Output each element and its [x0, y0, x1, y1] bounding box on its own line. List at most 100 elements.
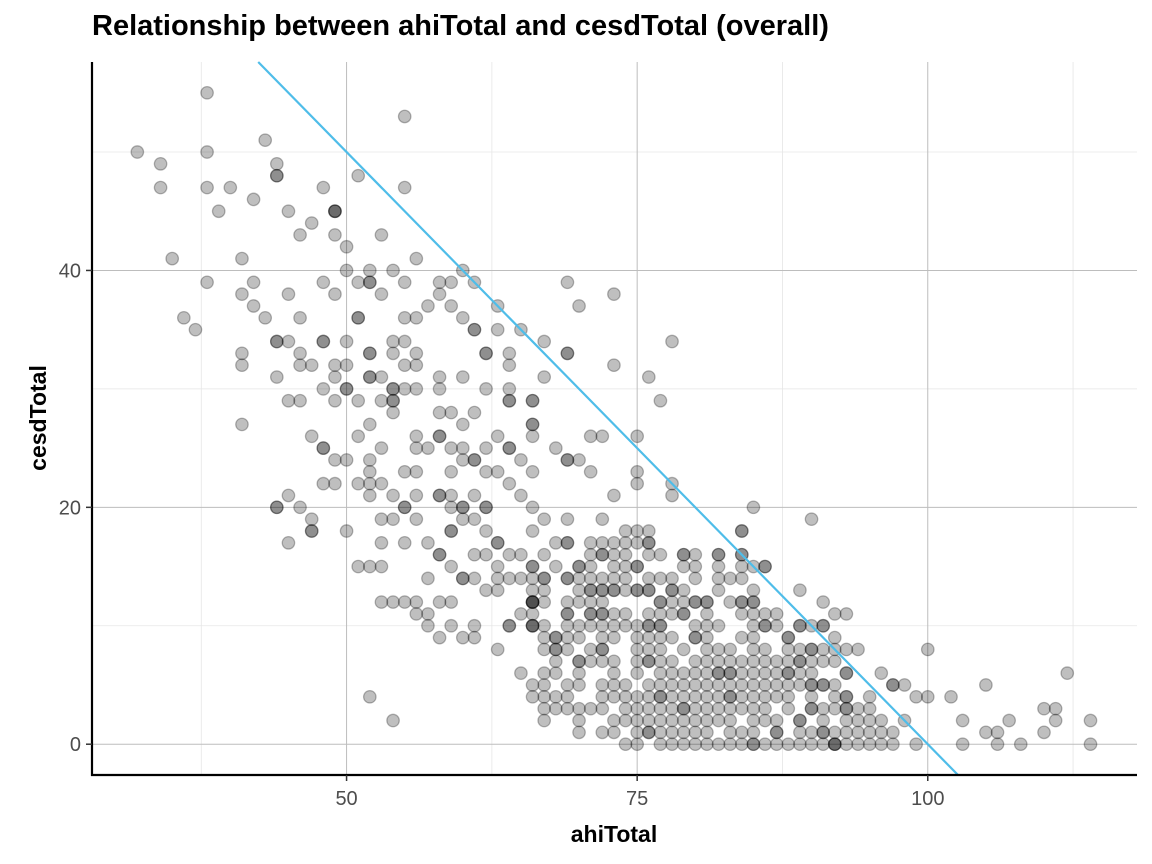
data-point	[816, 618, 831, 633]
data-point	[734, 701, 749, 716]
data-point	[793, 678, 807, 692]
data-point	[467, 618, 482, 633]
data-point	[839, 666, 854, 680]
data-point	[827, 725, 842, 740]
data-point	[200, 145, 214, 159]
data-point	[560, 346, 575, 361]
data-point	[339, 358, 354, 373]
data-point	[397, 595, 412, 609]
data-point	[432, 287, 447, 301]
data-point	[572, 654, 586, 669]
data-point	[548, 536, 563, 550]
data-point	[734, 678, 749, 692]
data-point	[560, 453, 575, 467]
data-point	[537, 512, 552, 527]
data-point	[723, 571, 738, 586]
data-point	[676, 547, 691, 562]
data-point	[374, 476, 389, 491]
data-point	[595, 512, 610, 527]
data-point	[793, 713, 807, 728]
data-point	[839, 737, 854, 752]
data-point	[618, 536, 633, 550]
data-point	[746, 642, 761, 657]
data-point	[467, 453, 482, 467]
data-point	[188, 322, 203, 337]
data-point	[362, 559, 377, 574]
data-point	[804, 642, 819, 657]
data-point	[560, 607, 575, 621]
data-point	[700, 642, 714, 657]
data-point	[583, 464, 598, 479]
data-point	[467, 512, 482, 527]
data-point	[432, 488, 447, 503]
data-point	[514, 607, 528, 621]
data-point	[990, 725, 1005, 740]
data-point	[386, 405, 400, 420]
data-point	[514, 488, 528, 503]
data-point	[711, 666, 726, 680]
data-point	[734, 607, 749, 621]
data-point	[432, 429, 447, 444]
data-point	[479, 500, 493, 515]
data-point	[607, 654, 621, 669]
data-point	[827, 737, 842, 752]
data-point	[851, 725, 865, 740]
data-point	[525, 417, 540, 432]
data-point	[665, 595, 679, 609]
data-point	[711, 642, 726, 657]
data-point	[676, 701, 691, 716]
data-point	[630, 524, 645, 538]
data-point	[514, 547, 528, 562]
data-point	[676, 583, 691, 598]
data-point	[746, 666, 761, 680]
data-point	[676, 678, 691, 692]
data-point	[746, 654, 761, 669]
data-point	[328, 453, 342, 467]
data-point	[665, 630, 679, 645]
data-point	[525, 559, 540, 574]
data-point	[537, 642, 552, 657]
data-point	[688, 630, 703, 645]
data-point	[607, 666, 621, 680]
data-point	[397, 275, 412, 290]
data-point	[490, 464, 505, 479]
data-point	[909, 737, 923, 752]
data-point	[607, 488, 621, 503]
data-point	[339, 524, 354, 538]
data-point	[525, 618, 540, 633]
data-point	[351, 476, 366, 491]
data-point	[688, 595, 703, 609]
data-point	[769, 725, 784, 740]
data-point	[676, 547, 691, 562]
data-point	[409, 441, 424, 455]
data-point	[816, 725, 831, 740]
data-point	[595, 536, 610, 550]
data-point	[269, 334, 284, 349]
data-point	[607, 571, 621, 586]
data-point	[723, 725, 738, 740]
data-point	[444, 464, 459, 479]
data-point	[362, 476, 377, 491]
data-point	[281, 334, 296, 349]
data-point	[386, 382, 400, 396]
data-point	[746, 583, 761, 598]
data-point	[444, 524, 459, 538]
data-point	[269, 500, 284, 515]
data-point	[1037, 701, 1051, 716]
data-point	[362, 417, 377, 432]
data-point	[804, 678, 819, 692]
data-point	[537, 701, 552, 716]
data-point	[409, 488, 424, 503]
data-point	[200, 180, 214, 195]
data-point	[467, 405, 482, 420]
data-point	[758, 618, 772, 633]
data-point	[525, 524, 540, 538]
data-point	[537, 370, 552, 384]
data-point	[700, 595, 714, 609]
data-point	[537, 678, 552, 692]
data-point	[595, 618, 610, 633]
data-point	[328, 228, 342, 242]
data-point	[351, 393, 366, 408]
data-point	[723, 689, 738, 704]
